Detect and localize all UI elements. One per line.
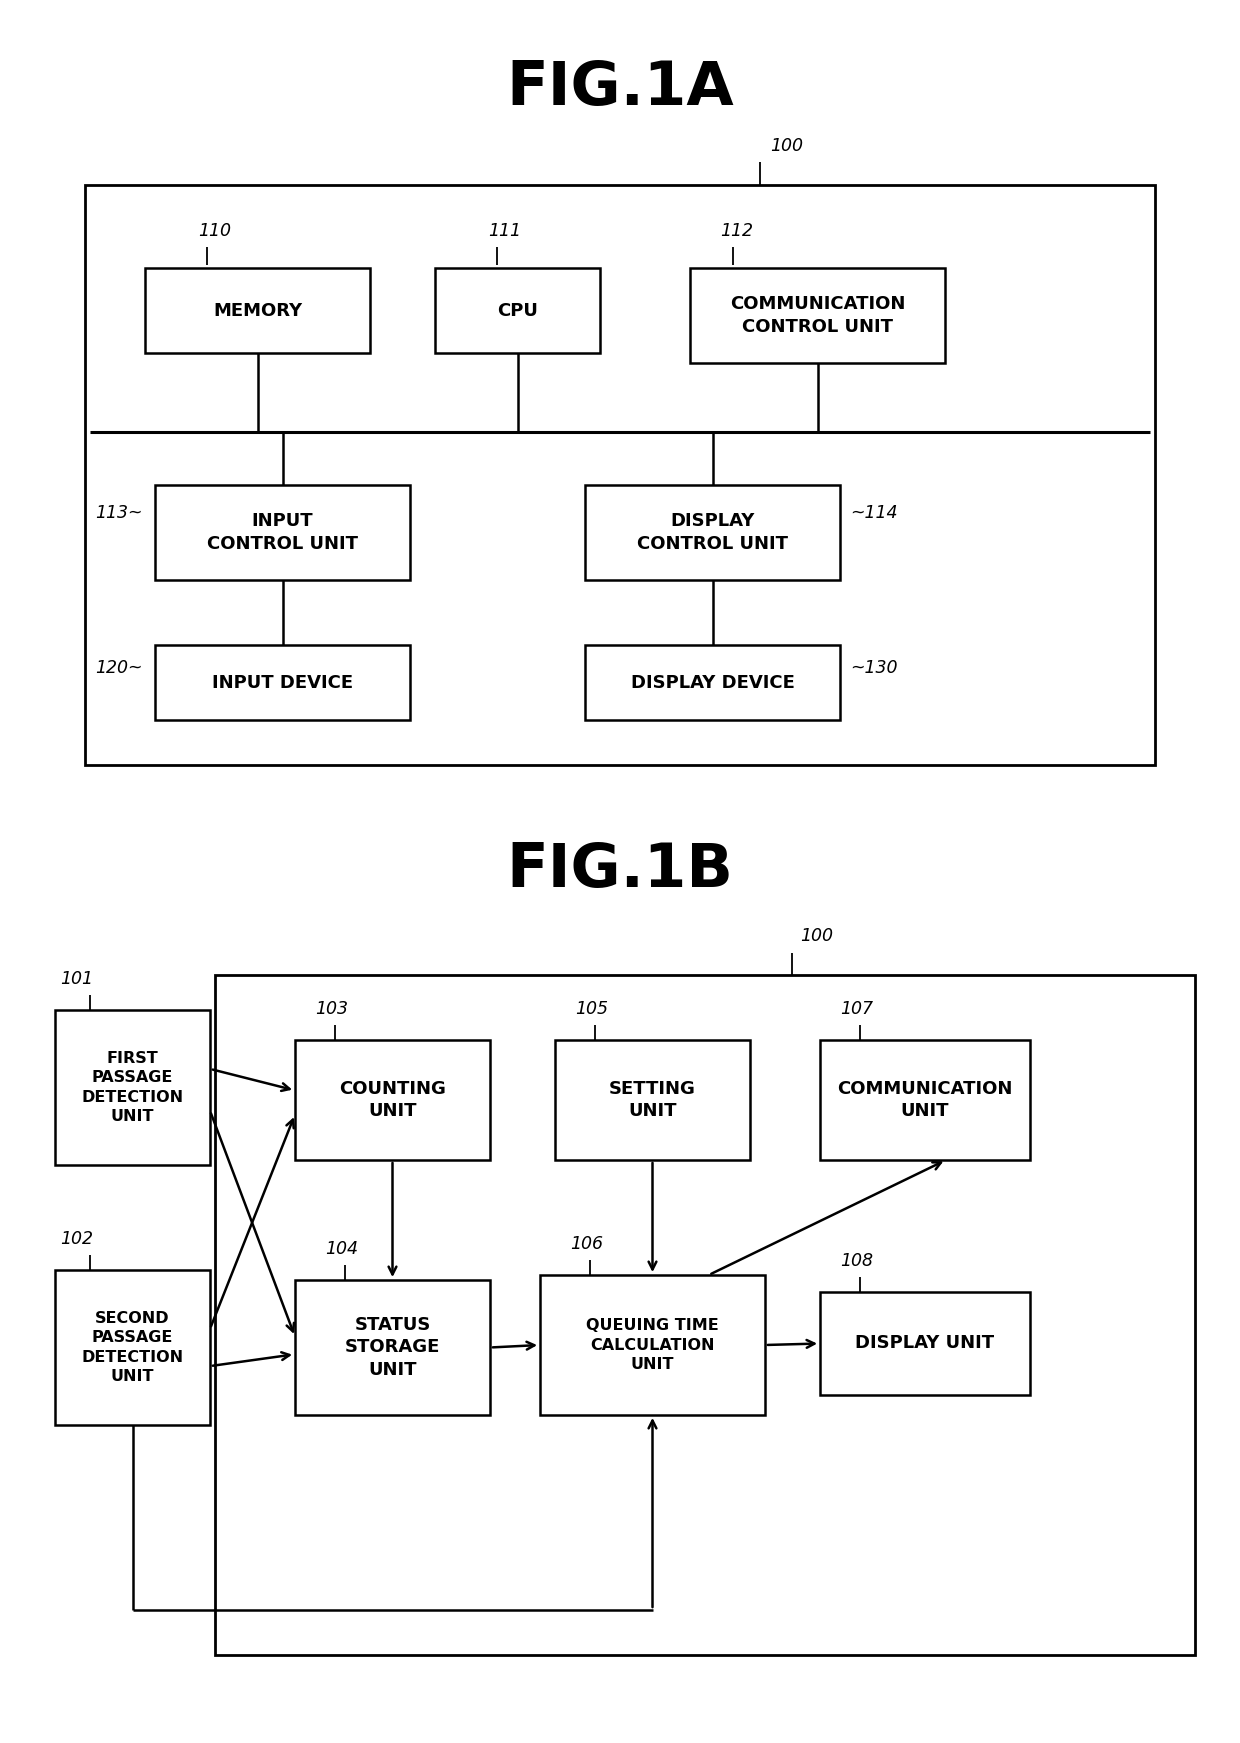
Bar	[820, 1292, 1030, 1394]
Text: 108: 108	[839, 1251, 873, 1271]
Text: INPUT
CONTROL UNIT: INPUT CONTROL UNIT	[207, 512, 358, 553]
Text: QUEUING TIME
CALCULATION
UNIT: QUEUING TIME CALCULATION UNIT	[587, 1318, 719, 1372]
Text: MEMORY: MEMORY	[213, 302, 303, 319]
Text: DISPLAY
CONTROL UNIT: DISPLAY CONTROL UNIT	[637, 512, 787, 553]
Text: DISPLAY UNIT: DISPLAY UNIT	[856, 1335, 994, 1353]
Text: CPU: CPU	[497, 302, 538, 319]
Text: 120~: 120~	[95, 659, 143, 676]
Bar	[295, 1041, 490, 1161]
Text: ~130: ~130	[849, 659, 898, 676]
Bar	[215, 974, 1195, 1656]
Text: COMMUNICATION
UNIT: COMMUNICATION UNIT	[837, 1079, 1013, 1121]
Bar	[295, 1279, 490, 1415]
Text: SECOND
PASSAGE
DETECTION
UNIT: SECOND PASSAGE DETECTION UNIT	[82, 1311, 184, 1384]
Text: 113~: 113~	[95, 504, 143, 521]
Text: ~114: ~114	[849, 504, 898, 521]
Text: 103: 103	[315, 1000, 348, 1018]
Text: INPUT DEVICE: INPUT DEVICE	[212, 673, 353, 692]
Text: 106: 106	[570, 1236, 603, 1253]
Text: FIRST
PASSAGE
DETECTION
UNIT: FIRST PASSAGE DETECTION UNIT	[82, 1051, 184, 1124]
Text: COUNTING
UNIT: COUNTING UNIT	[339, 1079, 446, 1121]
Text: 107: 107	[839, 1000, 873, 1018]
Text: STATUS
STORAGE
UNIT: STATUS STORAGE UNIT	[345, 1316, 440, 1379]
Text: 110: 110	[198, 221, 231, 241]
Text: COMMUNICATION
CONTROL UNIT: COMMUNICATION CONTROL UNIT	[730, 295, 905, 336]
Text: SETTING
UNIT: SETTING UNIT	[609, 1079, 696, 1121]
Bar	[585, 485, 839, 580]
Text: FIG.1A: FIG.1A	[506, 59, 734, 117]
Bar	[155, 645, 410, 720]
Bar	[55, 1271, 210, 1426]
Bar	[585, 645, 839, 720]
Text: 100: 100	[800, 927, 833, 945]
Text: 105: 105	[575, 1000, 608, 1018]
Text: 101: 101	[60, 971, 93, 988]
Text: DISPLAY DEVICE: DISPLAY DEVICE	[631, 673, 795, 692]
Text: FIG.1B: FIG.1B	[507, 840, 733, 899]
Text: 111: 111	[489, 221, 521, 241]
Bar	[55, 1009, 210, 1164]
Bar	[556, 1041, 750, 1161]
Bar	[539, 1274, 765, 1415]
Bar	[155, 485, 410, 580]
Bar	[86, 185, 1154, 765]
Text: 100: 100	[770, 138, 804, 155]
Bar	[145, 268, 370, 354]
Text: 102: 102	[60, 1231, 93, 1248]
Bar	[689, 268, 945, 363]
Text: 104: 104	[325, 1239, 358, 1258]
Bar	[820, 1041, 1030, 1161]
Text: 112: 112	[720, 221, 753, 241]
Bar	[435, 268, 600, 354]
